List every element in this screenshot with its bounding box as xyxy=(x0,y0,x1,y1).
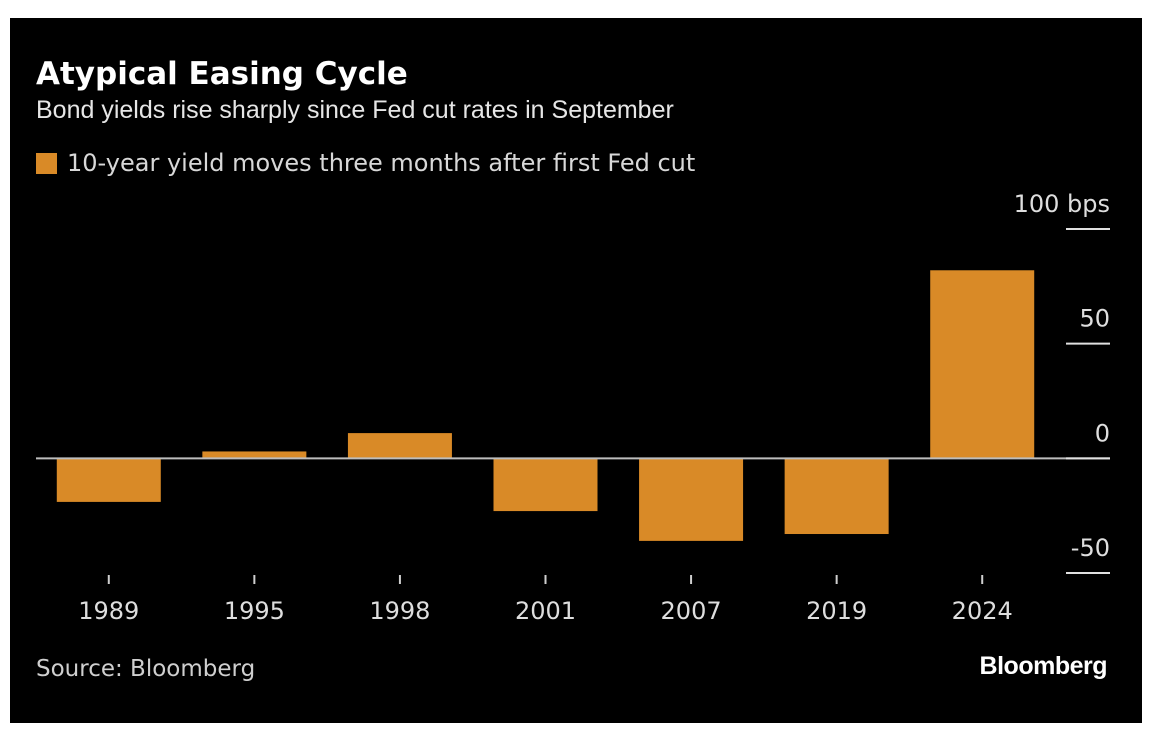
bar-2007 xyxy=(639,458,744,541)
bar-2019 xyxy=(784,458,889,535)
bar-chart: 1989 1995 1998 2001 2007 2019 2024 100 bps 50 0 -… xyxy=(36,190,1110,625)
chart-subtitle: Bond yields rise sharply since Fed cut r… xyxy=(36,96,674,124)
x-tick-label-2024: 2024 xyxy=(952,597,1013,625)
x-tick-label-1989: 1989 xyxy=(78,597,139,625)
y-tick-label-100: 100 bps xyxy=(1014,190,1110,218)
source-note: Source: Bloomberg xyxy=(36,656,256,682)
bar-1998 xyxy=(347,433,452,459)
chart-title: Atypical Easing Cycle xyxy=(36,56,408,92)
x-tick-label-1995: 1995 xyxy=(224,597,285,625)
brand-logo: Bloomberg xyxy=(979,652,1108,680)
chart-frame: Atypical Easing Cycle Bond yields rise s… xyxy=(10,18,1142,723)
y-tick-label-0: 0 xyxy=(1095,419,1110,447)
x-tick-label-2019: 2019 xyxy=(806,597,867,625)
bar-2001 xyxy=(493,458,598,512)
x-tick-label-1998: 1998 xyxy=(369,597,430,625)
y-axis: 100 bps 50 0 -50 xyxy=(36,190,1110,574)
bar-1995 xyxy=(202,451,307,459)
x-axis: 1989 1995 1998 2001 2007 2019 2024 xyxy=(78,575,1013,625)
legend: 10-year yield moves three months after f… xyxy=(36,149,695,177)
bar-2024 xyxy=(930,270,1035,459)
legend-swatch xyxy=(36,152,57,174)
bar-1989 xyxy=(56,458,161,502)
x-tick-label-2007: 2007 xyxy=(661,597,722,625)
y-tick-label--50: -50 xyxy=(1071,534,1110,562)
y-tick-label-50: 50 xyxy=(1079,305,1110,333)
legend-label: 10-year yield moves three months after f… xyxy=(67,149,696,177)
bars-group xyxy=(56,270,1035,541)
x-tick-label-2001: 2001 xyxy=(515,597,576,625)
